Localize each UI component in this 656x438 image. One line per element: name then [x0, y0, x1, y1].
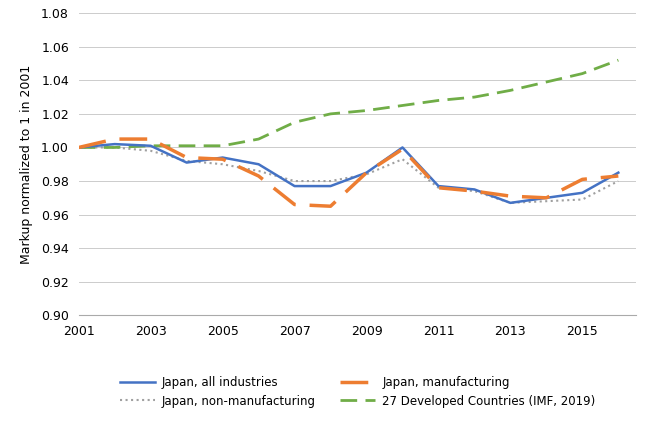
Japan, manufacturing: [543, 195, 550, 201]
Japan, manufacturing: [111, 137, 119, 142]
Japan, manufacturing: [615, 173, 623, 179]
Japan, all industries: [218, 155, 226, 160]
Japan, non-manufacturing: [147, 148, 155, 153]
27 Developed Countries (IMF, 2019): [363, 108, 371, 113]
Legend: Japan, all industries, Japan, non-manufacturing, Japan, manufacturing, 27 Develo: Japan, all industries, Japan, non-manufa…: [119, 376, 596, 408]
Japan, non-manufacturing: [434, 185, 442, 191]
Japan, manufacturing: [218, 156, 226, 162]
Line: Japan, non-manufacturing: Japan, non-manufacturing: [79, 148, 619, 203]
Japan, manufacturing: [327, 204, 335, 209]
Japan, all industries: [579, 190, 586, 195]
Japan, all industries: [434, 184, 442, 189]
27 Developed Countries (IMF, 2019): [291, 120, 298, 125]
Japan, all industries: [543, 195, 550, 201]
Japan, all industries: [291, 184, 298, 189]
Japan, all industries: [147, 143, 155, 148]
Japan, non-manufacturing: [399, 156, 407, 162]
27 Developed Countries (IMF, 2019): [399, 103, 407, 108]
Japan, non-manufacturing: [363, 172, 371, 177]
27 Developed Countries (IMF, 2019): [615, 57, 623, 63]
27 Developed Countries (IMF, 2019): [470, 95, 478, 100]
Japan, all industries: [506, 200, 514, 205]
Japan, manufacturing: [506, 194, 514, 199]
Japan, manufacturing: [75, 145, 83, 150]
Japan, all industries: [111, 141, 119, 147]
Japan, all industries: [255, 162, 262, 167]
Japan, non-manufacturing: [255, 168, 262, 173]
Japan, manufacturing: [183, 155, 191, 160]
Japan, non-manufacturing: [543, 198, 550, 204]
27 Developed Countries (IMF, 2019): [255, 137, 262, 142]
Japan, non-manufacturing: [470, 188, 478, 194]
Japan, all industries: [75, 145, 83, 150]
27 Developed Countries (IMF, 2019): [111, 145, 119, 150]
27 Developed Countries (IMF, 2019): [75, 145, 83, 150]
Japan, non-manufacturing: [75, 145, 83, 150]
Line: 27 Developed Countries (IMF, 2019): 27 Developed Countries (IMF, 2019): [79, 60, 619, 148]
Japan, non-manufacturing: [291, 178, 298, 184]
Japan, manufacturing: [399, 147, 407, 152]
27 Developed Countries (IMF, 2019): [434, 98, 442, 103]
Japan, non-manufacturing: [615, 178, 623, 184]
Japan, all industries: [327, 184, 335, 189]
Japan, all industries: [183, 160, 191, 165]
27 Developed Countries (IMF, 2019): [543, 79, 550, 85]
Japan, manufacturing: [579, 177, 586, 182]
Japan, manufacturing: [147, 137, 155, 142]
Japan, all industries: [615, 170, 623, 175]
Japan, manufacturing: [363, 170, 371, 175]
Line: Japan, all industries: Japan, all industries: [79, 144, 619, 203]
Japan, manufacturing: [434, 185, 442, 191]
Japan, non-manufacturing: [183, 158, 191, 163]
27 Developed Countries (IMF, 2019): [579, 71, 586, 76]
27 Developed Countries (IMF, 2019): [218, 143, 226, 148]
Japan, non-manufacturing: [218, 162, 226, 167]
Y-axis label: Markup normalized to 1 in 2001: Markup normalized to 1 in 2001: [20, 65, 33, 264]
27 Developed Countries (IMF, 2019): [183, 143, 191, 148]
Line: Japan, manufacturing: Japan, manufacturing: [79, 139, 619, 206]
Japan, non-manufacturing: [579, 197, 586, 202]
Japan, manufacturing: [255, 173, 262, 179]
27 Developed Countries (IMF, 2019): [327, 111, 335, 117]
Japan, manufacturing: [470, 188, 478, 194]
Japan, all industries: [470, 187, 478, 192]
Japan, non-manufacturing: [506, 200, 514, 205]
Japan, non-manufacturing: [327, 178, 335, 184]
Japan, non-manufacturing: [111, 145, 119, 150]
Japan, manufacturing: [291, 202, 298, 207]
Japan, all industries: [363, 170, 371, 175]
27 Developed Countries (IMF, 2019): [147, 143, 155, 148]
Japan, all industries: [399, 145, 407, 150]
27 Developed Countries (IMF, 2019): [506, 88, 514, 93]
